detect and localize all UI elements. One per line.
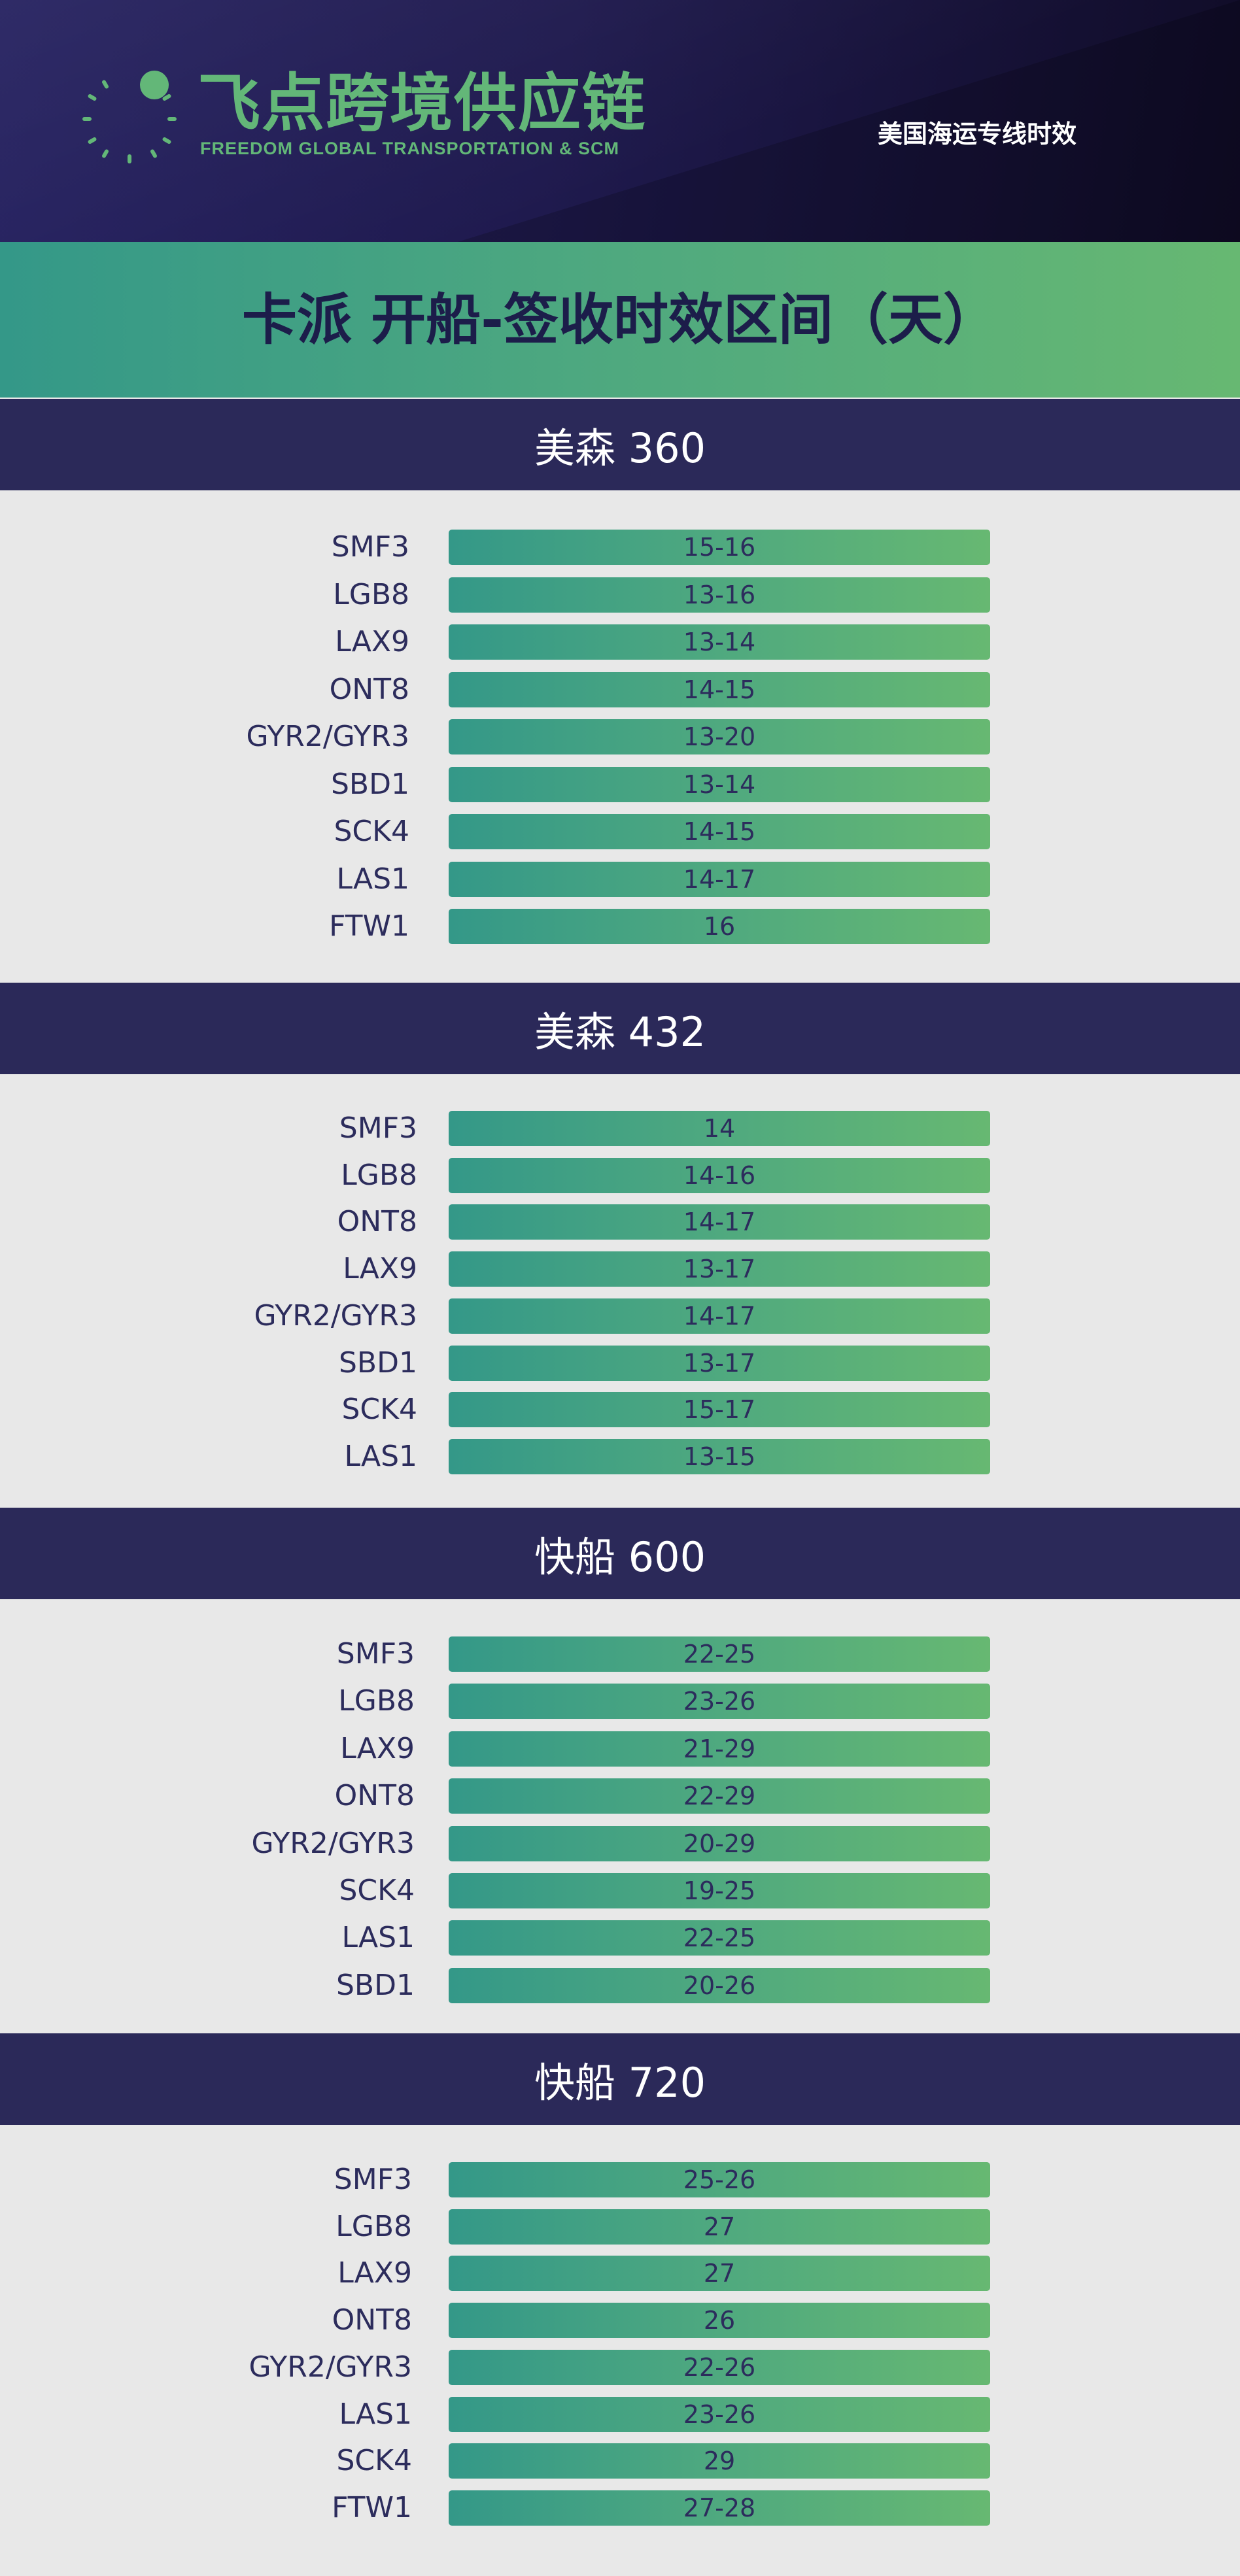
warehouse-label: LAS1: [344, 1439, 417, 1473]
transit-days-bar: 13-17: [449, 1251, 990, 1287]
title-band: 卡派 开船-签收时效区间（天）: [0, 242, 1240, 398]
warehouse-label: LAX9: [337, 2256, 412, 2290]
brand-tagline-en: FREEDOM GLOBAL TRANSPORTATION & SCM: [200, 139, 619, 158]
transit-days-bar: 20-26: [449, 1967, 990, 2003]
transit-days-bar: 14-15: [449, 671, 990, 707]
warehouse-label: SBD1: [331, 767, 409, 801]
warehouse-label: LAX9: [343, 1252, 417, 1286]
warehouse-label: ONT8: [332, 2303, 412, 2337]
section-header: 美森 432: [0, 983, 1240, 1074]
transit-days-bar: 14-16: [449, 1157, 990, 1193]
warehouse-label: SBD1: [336, 1968, 415, 2002]
transit-days-bar: 16: [449, 909, 990, 944]
warehouse-label: SCK4: [341, 1393, 418, 1427]
page-header: 飞点跨境供应链 FREEDOM GLOBAL TRANSPORTATION & …: [0, 0, 1240, 242]
warehouse-label: GYR2/GYR3: [246, 720, 409, 753]
section-header: 美森 360: [0, 399, 1240, 490]
transit-days-bar: 27-28: [449, 2490, 990, 2526]
transit-days-bar: 29: [449, 2443, 990, 2479]
transit-days-bar: 27: [449, 2256, 990, 2292]
warehouse-label: GYR2/GYR3: [251, 1826, 415, 1860]
warehouse-label: FTW1: [332, 2490, 412, 2524]
warehouse-label: SMF3: [339, 1111, 417, 1145]
transit-days-bar: 13-14: [449, 766, 990, 802]
warehouse-label: SCK4: [339, 1874, 415, 1907]
transit-days-bar: 13-16: [449, 577, 990, 613]
page-title: 卡派 开船-签收时效区间（天）: [241, 288, 999, 352]
dotted-ring-logo-icon: [82, 71, 177, 163]
transit-days-bar: 23-26: [449, 2396, 990, 2432]
transit-days-bar: 22-25: [449, 1920, 990, 1956]
transit-days-bar: 15-16: [449, 530, 990, 565]
transit-days-bar: 25-26: [449, 2162, 990, 2197]
warehouse-label: LAS1: [336, 862, 409, 896]
warehouse-label: SMF3: [334, 2163, 412, 2196]
warehouse-label: ONT8: [334, 1779, 415, 1813]
warehouse-label: LAS1: [339, 2397, 412, 2431]
section-header: 快船 720: [0, 2033, 1240, 2125]
header-tagline: 美国海运专线时效: [878, 120, 1077, 148]
warehouse-label: LGB8: [333, 577, 409, 611]
warehouse-label: LAX9: [340, 1731, 415, 1765]
transit-days-bar: 14-15: [449, 814, 990, 849]
warehouse-label: SBD1: [339, 1346, 417, 1380]
warehouse-label: SMF3: [336, 1637, 415, 1670]
transit-days-bar: 14-17: [449, 1298, 990, 1334]
warehouse-label: LGB8: [341, 1158, 417, 1192]
transit-days-bar: 19-25: [449, 1873, 990, 1908]
warehouse-label: FTW1: [329, 909, 409, 943]
transit-days-bar: 22-26: [449, 2349, 990, 2385]
transit-days-bar: 13-17: [449, 1345, 990, 1381]
transit-days-bar: 14-17: [449, 861, 990, 897]
transit-days-bar: 27: [449, 2209, 990, 2245]
warehouse-label: SCK4: [334, 815, 410, 848]
section-header: 快船 600: [0, 1508, 1240, 1599]
warehouse-label: LAX9: [335, 625, 409, 658]
warehouse-label: ONT8: [337, 1205, 417, 1239]
transit-days-bar: 20-29: [449, 1825, 990, 1861]
transit-days-bar: 22-29: [449, 1778, 990, 1814]
transit-days-bar: 14: [449, 1111, 990, 1146]
brand-name: 飞点跨境供应链: [198, 67, 646, 140]
warehouse-label: GYR2/GYR3: [254, 1298, 417, 1332]
transit-days-bar: 13-15: [449, 1438, 990, 1474]
transit-days-bar: 14-17: [449, 1204, 990, 1240]
warehouse-label: LAS1: [341, 1921, 415, 1955]
warehouse-label: SCK4: [336, 2444, 413, 2478]
warehouse-label: GYR2/GYR3: [249, 2350, 412, 2384]
warehouse-label: LGB8: [336, 2209, 412, 2243]
transit-days-bar: 21-29: [449, 1731, 990, 1767]
transit-days-bar: 26: [449, 2303, 990, 2339]
transit-days-bar: 22-25: [449, 1636, 990, 1672]
transit-days-bar: 15-17: [449, 1392, 990, 1428]
transit-days-bar: 13-14: [449, 624, 990, 660]
transit-days-bar: 23-26: [449, 1684, 990, 1720]
warehouse-label: LGB8: [338, 1684, 415, 1718]
warehouse-label: SMF3: [331, 530, 409, 564]
warehouse-label: ONT8: [329, 672, 409, 706]
transit-days-bar: 13-20: [449, 719, 990, 754]
